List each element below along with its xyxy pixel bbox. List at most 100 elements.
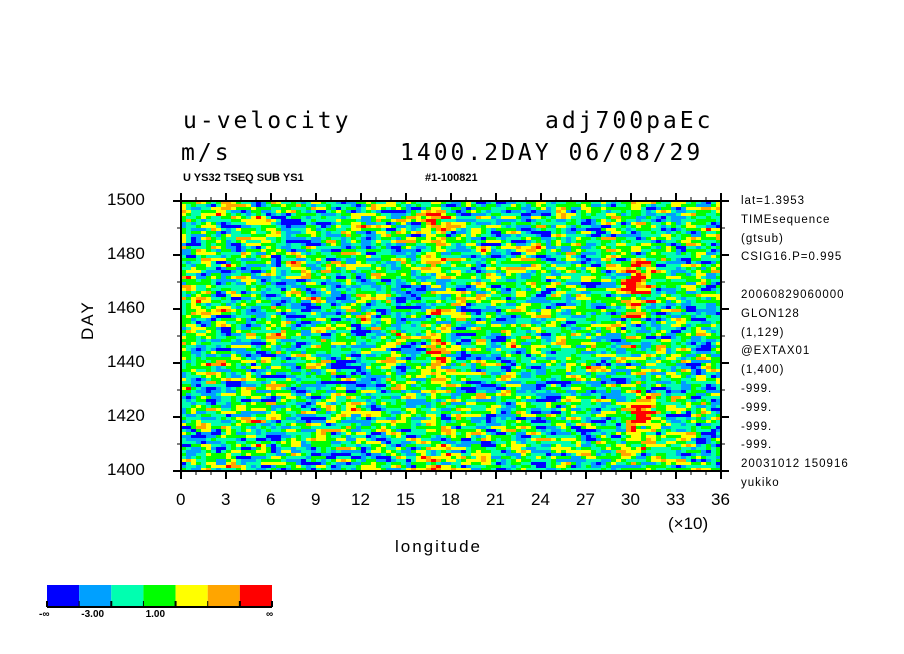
heatmap-cell — [621, 300, 627, 304]
heatmap-cell — [711, 273, 717, 277]
heatmap-cell — [336, 312, 342, 316]
heatmap-cell — [451, 273, 457, 277]
heatmap-cell — [681, 327, 687, 331]
heatmap-cell — [631, 333, 637, 337]
heatmap-cell — [566, 294, 572, 298]
heatmap-cell — [306, 273, 312, 277]
heatmap-cell — [521, 279, 527, 283]
heatmap-cell — [321, 306, 327, 310]
heatmap-cell — [231, 210, 237, 214]
heatmap-cell — [631, 321, 637, 325]
heatmap-cell — [441, 234, 447, 238]
heatmap-cell — [701, 321, 707, 325]
heatmap-cell — [551, 288, 557, 292]
heatmap-cell — [531, 201, 537, 205]
heatmap-cell — [231, 324, 237, 328]
heatmap-cell — [681, 237, 687, 241]
heatmap-cell — [346, 333, 352, 337]
heatmap-cell — [271, 327, 277, 331]
heatmap-cell — [426, 261, 432, 265]
heatmap-cell — [591, 315, 597, 319]
heatmap-cell — [596, 261, 602, 265]
heatmap-cell — [206, 204, 212, 208]
heatmap-cell — [676, 327, 682, 331]
heatmap-cell — [501, 327, 507, 331]
heatmap-cell — [276, 222, 282, 226]
heatmap-cell — [641, 264, 647, 268]
heatmap-cell — [371, 270, 377, 274]
heatmap-cell — [551, 252, 557, 256]
heatmap-cell — [456, 306, 462, 310]
heatmap-cell — [446, 300, 452, 304]
heatmap-cell — [411, 270, 417, 274]
heatmap-cell — [616, 213, 622, 217]
heatmap-cell — [666, 240, 672, 244]
heatmap-cell — [296, 291, 302, 295]
heatmap-cell — [591, 288, 597, 292]
heatmap-cell — [641, 282, 647, 286]
heatmap-cell — [436, 237, 442, 241]
heatmap-cell — [681, 243, 687, 247]
heatmap-cell — [311, 261, 317, 265]
heatmap-cell — [636, 237, 642, 241]
heatmap-cell — [666, 207, 672, 211]
heatmap-cell — [256, 231, 262, 235]
heatmap-cell — [301, 300, 307, 304]
heatmap-cell — [221, 210, 227, 214]
heatmap-cell — [481, 312, 487, 316]
heatmap-cell — [461, 237, 467, 241]
heatmap-cell — [356, 270, 362, 274]
heatmap-cell — [311, 243, 317, 247]
heatmap-cell — [246, 258, 252, 262]
heatmap-cell — [211, 321, 217, 325]
heatmap-cell — [436, 306, 442, 310]
heatmap-cell — [401, 213, 407, 217]
heatmap-cell — [271, 231, 277, 235]
heatmap-cell — [391, 231, 397, 235]
heatmap-cell — [276, 288, 282, 292]
heatmap-cell — [516, 258, 522, 262]
heatmap-cell — [251, 210, 257, 214]
heatmap-cell — [491, 306, 497, 310]
heatmap-cell — [276, 261, 282, 265]
heatmap-cell — [591, 309, 597, 313]
heatmap-cell — [686, 303, 692, 307]
heatmap-cell — [361, 312, 367, 316]
heatmap-cell — [236, 228, 242, 232]
heatmap-cell — [301, 270, 307, 274]
heatmap-cell — [521, 210, 527, 214]
heatmap-cell — [426, 279, 432, 283]
heatmap-cell — [591, 303, 597, 307]
heatmap-cell — [466, 207, 472, 211]
heatmap-cell — [496, 243, 502, 247]
heatmap-cell — [551, 324, 557, 328]
heatmap-cell — [426, 213, 432, 217]
heatmap-cell — [366, 264, 372, 268]
heatmap-cell — [466, 243, 472, 247]
heatmap-cell — [301, 204, 307, 208]
heatmap-cell — [476, 255, 482, 259]
heatmap-cell — [446, 321, 452, 325]
heatmap-cell — [456, 294, 462, 298]
heatmap-cell — [601, 324, 607, 328]
heatmap-cell — [621, 273, 627, 277]
heatmap-cell — [591, 267, 597, 271]
heatmap-cell — [421, 204, 427, 208]
heatmap-cell — [531, 228, 537, 232]
heatmap-cell — [691, 285, 697, 289]
heatmap-cell — [321, 318, 327, 322]
heatmap-cell — [616, 315, 622, 319]
heatmap-cell — [581, 285, 587, 289]
heatmap-cell — [611, 336, 617, 340]
heatmap-cell — [631, 216, 637, 220]
heatmap-cell — [426, 285, 432, 289]
heatmap-cell — [496, 207, 502, 211]
heatmap-cell — [296, 210, 302, 214]
heatmap-cell — [706, 249, 712, 253]
heatmap-cell — [246, 210, 252, 214]
heatmap-cell — [521, 306, 527, 310]
heatmap-cell — [631, 225, 637, 229]
heatmap-cell — [656, 201, 662, 205]
heatmap-cell — [226, 228, 232, 232]
heatmap-cell — [301, 336, 307, 340]
